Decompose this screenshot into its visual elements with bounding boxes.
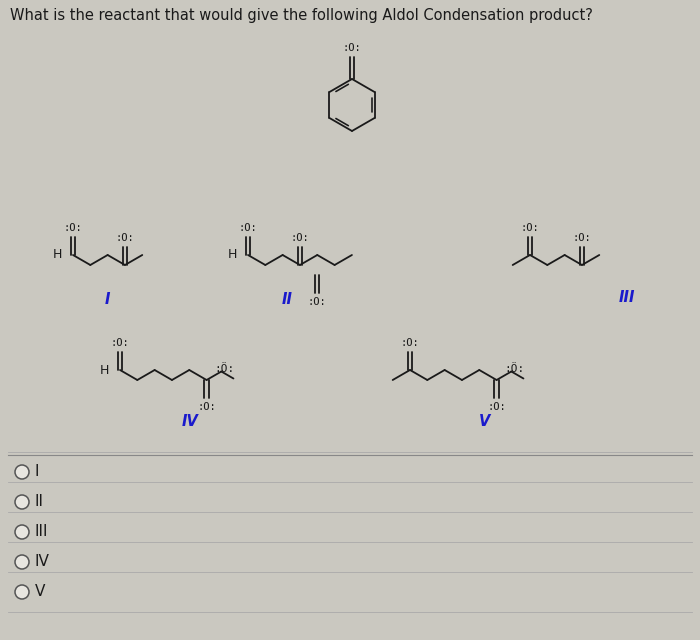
- Circle shape: [15, 525, 29, 539]
- Text: H: H: [99, 364, 109, 376]
- Text: :O:: :O:: [239, 223, 258, 233]
- Circle shape: [15, 495, 29, 509]
- Text: :O:: :O:: [400, 338, 419, 348]
- Text: :O:: :O:: [116, 233, 134, 243]
- Text: I: I: [35, 465, 39, 479]
- Text: :O:: :O:: [64, 223, 83, 233]
- Text: III: III: [35, 525, 48, 540]
- Circle shape: [15, 585, 29, 599]
- Text: What is the reactant that would give the following Aldol Condensation product?: What is the reactant that would give the…: [10, 8, 593, 23]
- Text: II: II: [282, 292, 293, 307]
- Text: :O:: :O:: [487, 402, 506, 412]
- Text: I: I: [105, 292, 111, 307]
- Text: :O:: :O:: [111, 338, 130, 348]
- Text: :Ö:: :Ö:: [214, 364, 234, 374]
- Text: II: II: [35, 495, 44, 509]
- Text: :O:: :O:: [290, 233, 309, 243]
- Text: :O:: :O:: [308, 297, 327, 307]
- Text: III: III: [619, 289, 635, 305]
- Text: :O:: :O:: [521, 223, 540, 233]
- Text: V: V: [480, 415, 491, 429]
- Text: H: H: [228, 248, 237, 262]
- Text: H: H: [52, 248, 62, 262]
- Circle shape: [15, 555, 29, 569]
- Text: :O:: :O:: [197, 402, 216, 412]
- Text: :O:: :O:: [342, 43, 361, 53]
- Text: IV: IV: [35, 554, 50, 570]
- Circle shape: [15, 465, 29, 479]
- Text: V: V: [35, 584, 46, 600]
- Text: :Ö:: :Ö:: [504, 364, 524, 374]
- Text: :O:: :O:: [573, 233, 591, 243]
- Text: IV: IV: [181, 415, 198, 429]
